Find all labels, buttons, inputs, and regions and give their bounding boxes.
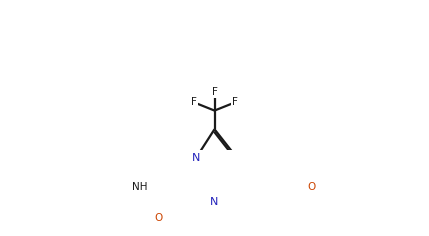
Text: O: O [154, 213, 163, 223]
Text: NH: NH [132, 182, 148, 192]
Text: F: F [191, 97, 197, 107]
Text: N: N [210, 197, 219, 207]
Text: N: N [192, 153, 200, 163]
Text: F: F [232, 97, 238, 107]
Text: O: O [308, 182, 316, 192]
Text: F: F [211, 87, 218, 97]
